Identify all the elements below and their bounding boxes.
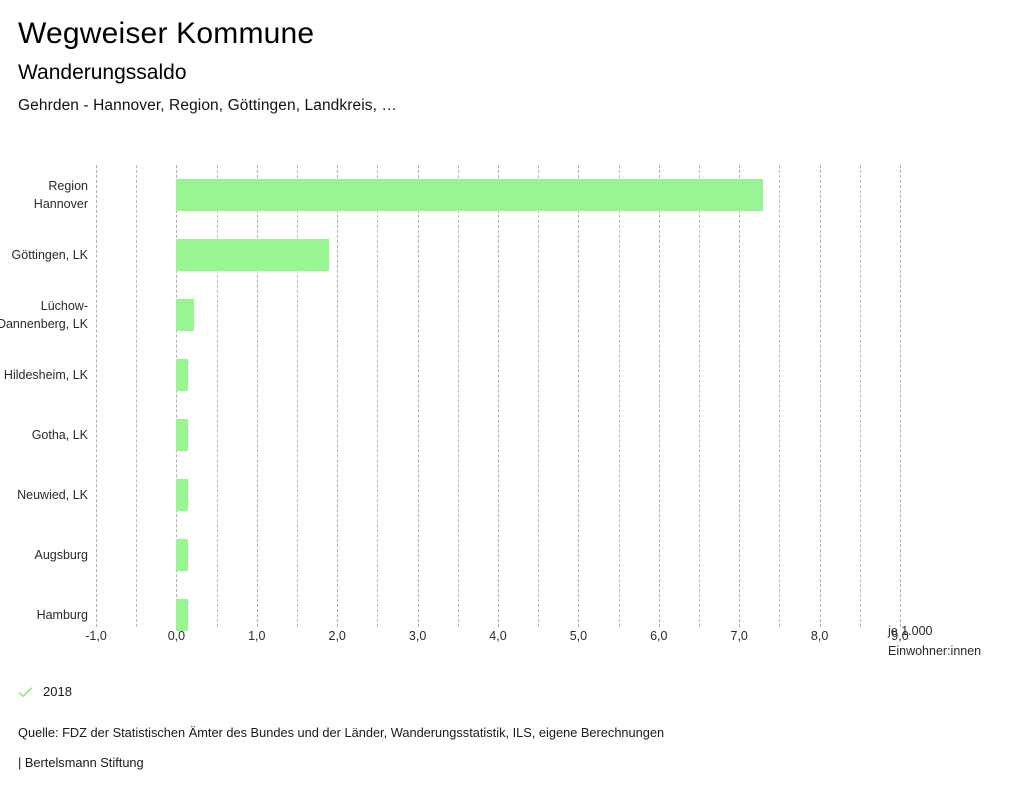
y-axis-label: Neuwied, LK <box>17 488 88 502</box>
bar[interactable] <box>176 359 189 391</box>
check-icon <box>18 685 33 700</box>
brand-note: | Bertelsmann Stiftung <box>18 755 144 770</box>
x-axis-unit-line: je 1.000 <box>888 624 933 638</box>
bar[interactable] <box>176 239 330 271</box>
bar[interactable] <box>176 479 189 511</box>
x-axis-tick-label: 7,0 <box>730 629 748 643</box>
x-axis-tick-label: 9,0 <box>891 629 909 643</box>
y-axis-label: Gotha, LK <box>31 428 88 442</box>
x-axis-tick-label: 1,0 <box>248 629 266 643</box>
chart-container: Region Hannover Göttingen, LK Lüchow- Dannen… <box>0 155 1024 658</box>
y-axis-label: Hildesheim, LK <box>3 368 88 382</box>
x-axis-unit-line: Einwohner:innen <box>888 644 982 658</box>
bar-series <box>96 165 900 631</box>
chart-scope-title: Gehrden - Hannover, Region, Göttingen, L… <box>18 97 398 114</box>
bar[interactable] <box>176 539 189 571</box>
y-axis-label: Augsburg <box>34 548 88 562</box>
bar-row <box>96 285 900 345</box>
bar[interactable] <box>176 419 189 451</box>
bar-row <box>96 165 900 225</box>
x-axis-tick-label: -1,0 <box>85 629 107 643</box>
bar-row <box>96 585 900 645</box>
bar[interactable] <box>176 299 195 331</box>
bar-row <box>96 345 900 405</box>
y-axis-label: Hamburg <box>36 608 88 622</box>
x-axis-labels: -1,0 0,0 1,0 2,0 3,0 4,0 5,0 6,0 7,0 8,0 9,0 <box>85 627 908 657</box>
x-axis-tick-label: 5,0 <box>569 629 588 643</box>
plot-area <box>96 165 901 631</box>
bar-row <box>96 225 900 285</box>
x-axis-tick-label: 8,0 <box>810 629 829 643</box>
gridline <box>900 165 901 627</box>
legend-item-label: 2018 <box>43 684 72 699</box>
page-title: Wegweiser Kommune <box>18 17 315 50</box>
x-axis-tick-label: 0,0 <box>167 629 186 643</box>
y-axis-label: Göttingen, LK <box>11 248 88 262</box>
y-axis-labels: Region Hannover Göttingen, LK Lüchow- Dannen… <box>0 165 88 627</box>
y-axis-label: Lüchow- Dannenberg, LK <box>0 299 88 331</box>
page-header: Wegweiser Kommune Wanderungssaldo Gehrde… <box>0 0 1024 118</box>
chart-subtitle: Wanderungssaldo <box>18 61 187 84</box>
bar[interactable] <box>176 179 764 211</box>
bar-row <box>96 405 900 465</box>
x-axis-tick-label: 4,0 <box>489 629 507 643</box>
source-note: Quelle: FDZ der Statistischen Ämter des … <box>18 725 665 740</box>
bar[interactable] <box>176 599 189 631</box>
x-axis-tick-label: 2,0 <box>328 629 346 643</box>
x-axis-tick-label: 3,0 <box>408 629 427 643</box>
bar-row <box>96 465 900 525</box>
bar-row <box>96 525 900 585</box>
chart-legend[interactable]: 2018 <box>18 683 72 701</box>
x-axis-unit-label: je 1.000 Einwohner:innen <box>888 621 1018 661</box>
y-axis-label: Region Hannover <box>33 179 88 211</box>
chart-footer: Quelle: FDZ der Statistischen Ämter des … <box>18 722 998 774</box>
x-axis-tick-label: 6,0 <box>650 629 668 643</box>
